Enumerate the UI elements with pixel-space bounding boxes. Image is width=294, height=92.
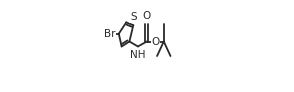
Text: O: O bbox=[151, 37, 159, 46]
Text: S: S bbox=[130, 12, 137, 22]
Text: NH: NH bbox=[130, 50, 146, 60]
Text: O: O bbox=[143, 11, 151, 21]
Text: Br: Br bbox=[104, 29, 116, 39]
